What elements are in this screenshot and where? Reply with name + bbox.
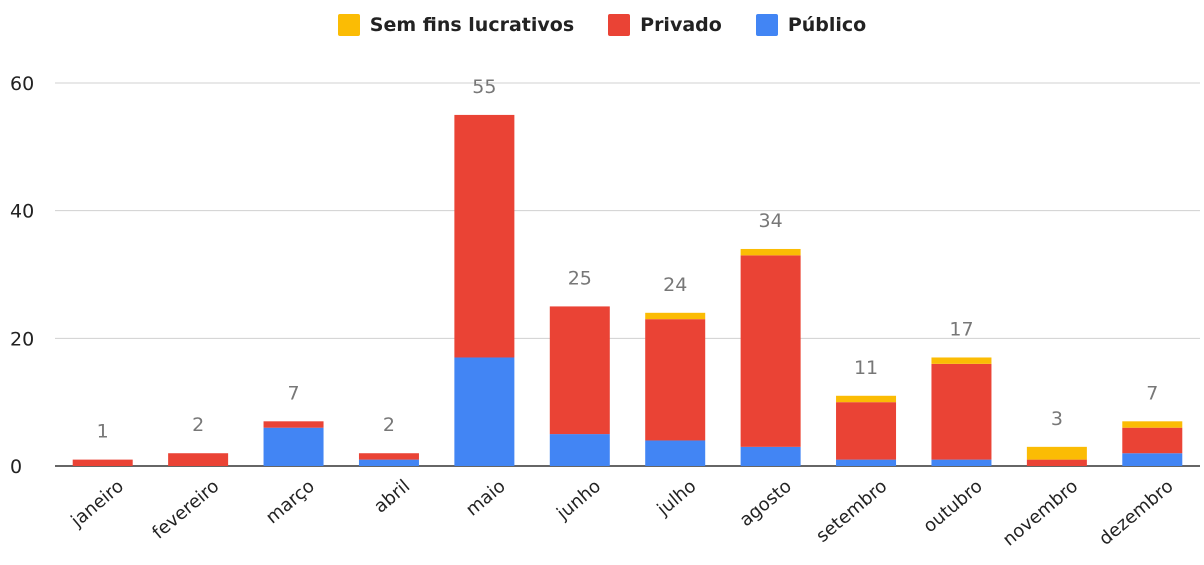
bar-segment[interactable] (740, 446, 801, 466)
legend-swatch-privado (608, 14, 631, 36)
bar-segment[interactable] (645, 440, 706, 466)
legend-swatch-sem-fins (337, 14, 360, 36)
data-label: 25 (568, 267, 592, 289)
legend-item-privado[interactable]: Privado (608, 14, 722, 36)
y-tick-label: 40 (10, 201, 34, 223)
bar-segment[interactable] (836, 395, 897, 403)
bar-segment[interactable] (1122, 421, 1183, 428)
x-tick-label: novembro (999, 476, 1082, 551)
bar-segment[interactable] (168, 453, 229, 466)
data-label: 34 (759, 210, 783, 232)
x-tick-label: dezembro (1095, 476, 1177, 550)
bar-segment[interactable] (645, 319, 706, 441)
x-tick-label: abril (370, 476, 414, 518)
y-tick-label: 60 (10, 73, 34, 95)
data-label: 11 (854, 357, 878, 379)
bar-segment[interactable] (1122, 427, 1183, 454)
legend-item-publico[interactable]: Público (755, 14, 867, 36)
x-tick-label: setembro (812, 476, 891, 547)
y-tick-label: 0 (10, 456, 22, 478)
bar-segment[interactable] (549, 434, 610, 466)
bar-segment[interactable] (263, 421, 324, 428)
legend-label-sem-fins: Sem fins lucrativos (369, 14, 575, 36)
x-tick-label: julho (653, 476, 701, 521)
bar-segment[interactable] (931, 363, 992, 460)
bar-segment[interactable] (358, 453, 419, 460)
legend-item-sem-fins[interactable]: Sem fins lucrativos (337, 14, 575, 36)
y-tick-label: 20 (10, 328, 34, 350)
legend: Sem fins lucrativos Privado Público (0, 14, 1204, 36)
x-tick-label: fevereiro (148, 476, 223, 544)
bar-segment[interactable] (72, 459, 133, 466)
x-tick-label: outubro (919, 476, 986, 537)
data-label: 55 (472, 76, 496, 98)
data-label: 2 (192, 414, 204, 436)
bar-segment[interactable] (836, 402, 897, 460)
data-label: 7 (1146, 382, 1158, 404)
bar-segment[interactable] (1026, 459, 1087, 466)
x-tick-label: maio (462, 476, 510, 521)
bar-segment[interactable] (263, 427, 324, 466)
bar-segment[interactable] (454, 357, 515, 466)
bar-segment[interactable] (740, 248, 801, 256)
bar-segment[interactable] (836, 459, 897, 466)
bar-segment[interactable] (645, 312, 706, 320)
bar-segment[interactable] (740, 255, 801, 447)
legend-swatch-publico (755, 14, 778, 36)
legend-label-privado: Privado (640, 14, 722, 36)
bar-segment[interactable] (454, 114, 515, 358)
data-label: 7 (287, 382, 299, 404)
bar-segment[interactable] (1122, 453, 1183, 466)
legend-label-publico: Público (787, 14, 867, 36)
data-label: 2 (383, 414, 395, 436)
x-tick-label: janeiro (67, 476, 128, 532)
bar-segment[interactable] (549, 306, 610, 435)
data-label: 17 (949, 318, 973, 340)
bar-segment[interactable] (931, 459, 992, 466)
x-tick-label: junho (552, 476, 605, 525)
bar-segment[interactable] (1026, 446, 1087, 460)
x-tick-label: março (262, 476, 319, 528)
data-label: 1 (97, 421, 109, 443)
data-label: 24 (663, 274, 687, 296)
x-tick-label: agosto (736, 476, 796, 531)
bar-segment[interactable] (931, 357, 992, 364)
bar-segment[interactable] (358, 459, 419, 466)
data-label: 3 (1051, 408, 1063, 430)
